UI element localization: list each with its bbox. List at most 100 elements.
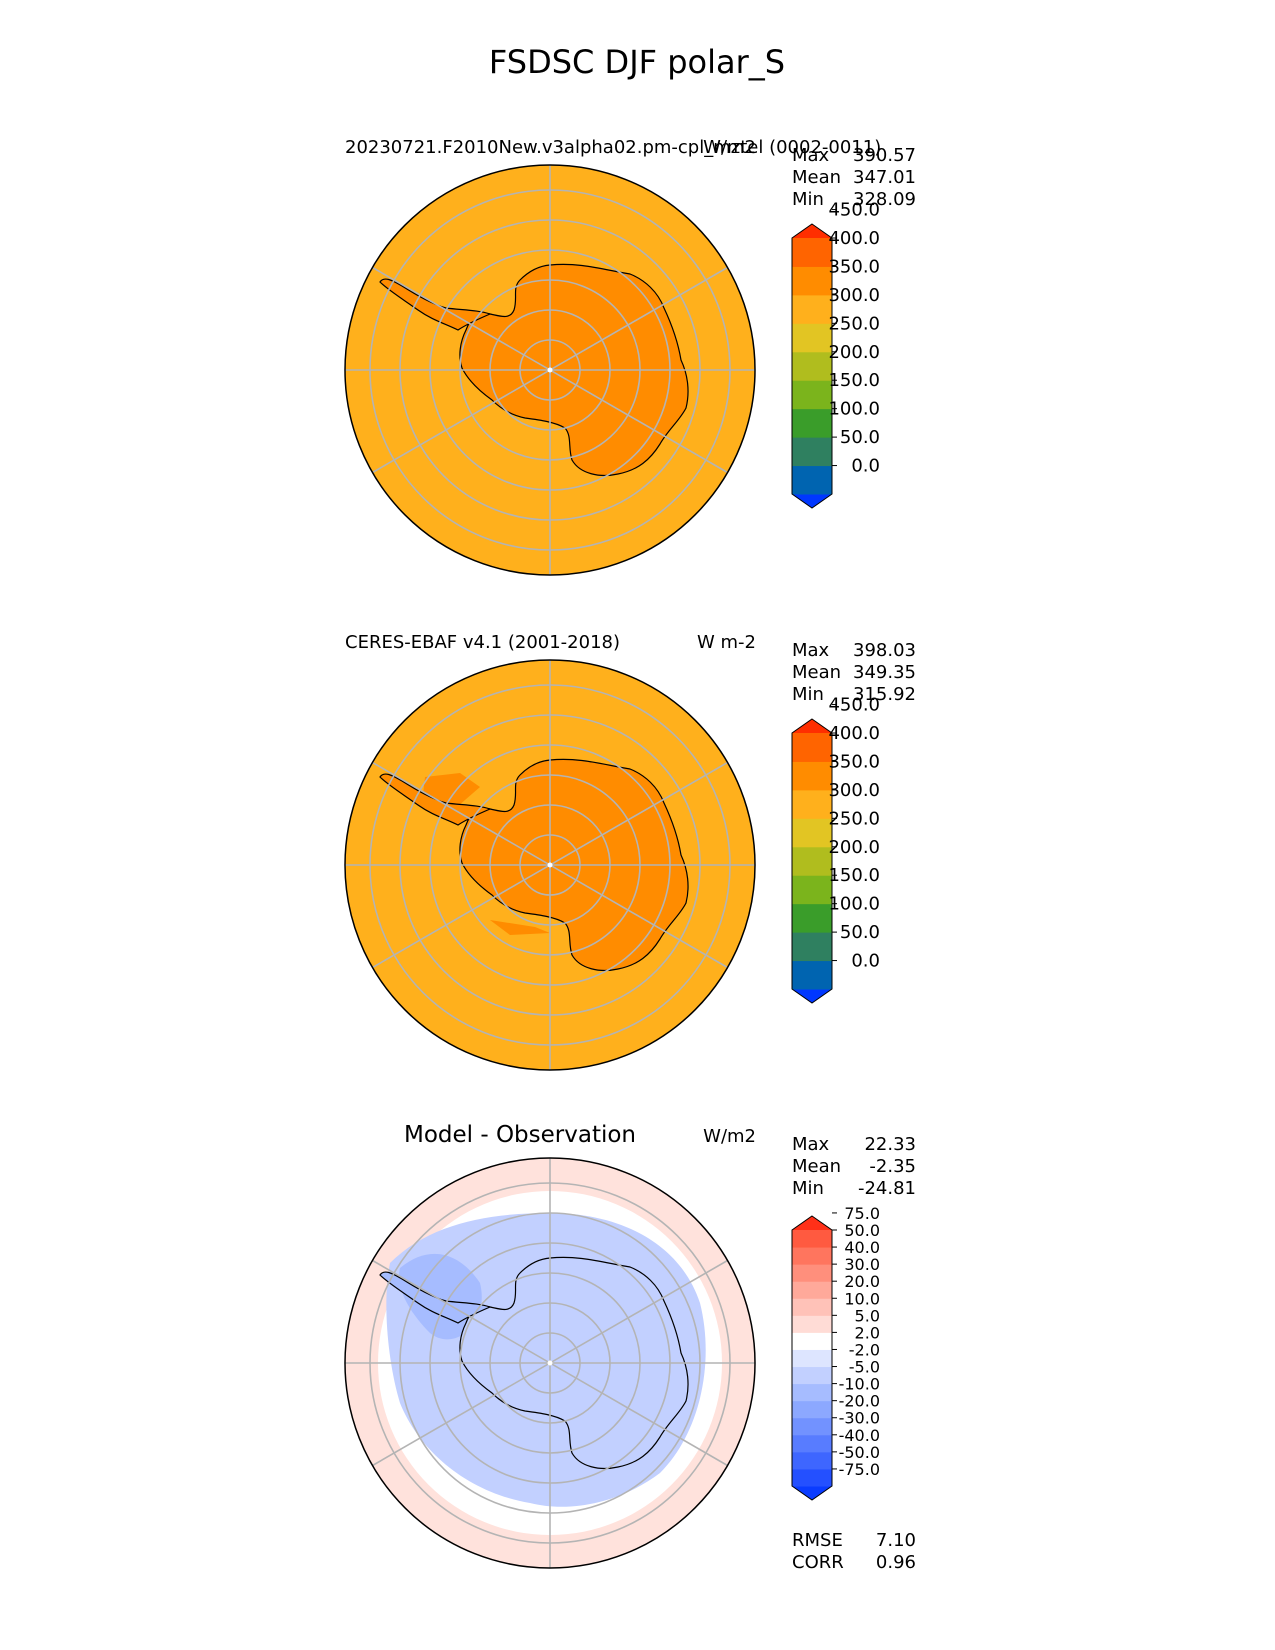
colorbar-segment bbox=[792, 1383, 832, 1402]
colorbar-tick-label: 300.0 bbox=[828, 780, 880, 801]
colorbar-extend-max bbox=[792, 719, 832, 733]
colorbar-tick-label: 250.0 bbox=[828, 313, 880, 334]
colorbar-segment bbox=[792, 1298, 832, 1316]
colorbar-tick-label: 200.0 bbox=[828, 837, 880, 858]
colorbar-segment bbox=[792, 1349, 832, 1368]
stat-mean-label: Mean bbox=[792, 167, 841, 188]
map-boundary bbox=[344, 659, 756, 1071]
colorbar-tick-label: 450.0 bbox=[828, 200, 880, 221]
stat-max-value: 22.33 bbox=[864, 1134, 916, 1155]
colorbar-segment bbox=[792, 875, 832, 905]
colorbar-tick-label: 50.0 bbox=[840, 427, 880, 448]
colorbar-tick-label: -2.0 bbox=[849, 1340, 880, 1359]
stat-min-value: 328.09 bbox=[853, 189, 916, 210]
colorbar-tick-label: 150.0 bbox=[828, 370, 880, 391]
colorbar-tick-label: 100.0 bbox=[828, 894, 880, 915]
colorbar-segment bbox=[792, 1315, 832, 1333]
colorbar-segment bbox=[792, 1247, 832, 1265]
colorbar-segment bbox=[792, 437, 832, 467]
figure-title: FSDSC DJF polar_S bbox=[489, 43, 785, 81]
colorbar-segment bbox=[792, 1264, 832, 1282]
colorbar-tick-label: 350.0 bbox=[828, 256, 880, 277]
colorbar-segment bbox=[792, 1468, 832, 1487]
colorbar-tick-label: 75.0 bbox=[844, 1204, 880, 1223]
colorbar-segment bbox=[792, 733, 832, 762]
rmse-label: RMSE bbox=[792, 1530, 843, 1551]
panel-model-stats: Max 390.57 Mean 347.01 Min 328.09 bbox=[792, 145, 916, 210]
stat-max-label: Max bbox=[792, 145, 830, 166]
colorbar-tick-label: 450.0 bbox=[828, 695, 880, 716]
stat-max-label: Max bbox=[792, 640, 830, 661]
colorbar-tick-label: 50.0 bbox=[840, 922, 880, 943]
colorbar-segment bbox=[792, 1332, 832, 1350]
colorbar-segment bbox=[792, 818, 832, 848]
panel-model: 20230721.F2010New.v3alpha02.pm-cpl_mztel… bbox=[344, 137, 916, 576]
panel-obs-left-title: CERES-EBAF v4.1 (2001-2018) bbox=[345, 632, 620, 653]
pole-marker bbox=[547, 367, 553, 373]
colorbar-tick-label: 300.0 bbox=[828, 285, 880, 306]
colorbar-segment bbox=[792, 846, 832, 876]
stat-mean-label: Mean bbox=[792, 1156, 841, 1177]
colorbar-segment bbox=[792, 351, 832, 381]
colorbar-tick-label: 50.0 bbox=[844, 1221, 880, 1240]
colorbar-segment bbox=[792, 380, 832, 410]
colorbar-tick-label: 40.0 bbox=[844, 1238, 880, 1257]
panel-model-units: W/m2 bbox=[703, 137, 756, 158]
colorbar-tick-label: 100.0 bbox=[828, 399, 880, 420]
colorbar-tick-label: 150.0 bbox=[828, 865, 880, 886]
panel-diff-map bbox=[344, 1157, 756, 1569]
colorbar-tick-label: 400.0 bbox=[828, 723, 880, 744]
colorbar-tick-label: 250.0 bbox=[828, 808, 880, 829]
colorbar-tick-label: -50.0 bbox=[839, 1443, 880, 1462]
panel-diff-stats: Max 22.33 Mean -2.35 Min -24.81 bbox=[792, 1134, 916, 1199]
colorbar-segment bbox=[792, 408, 832, 438]
corr-label: CORR bbox=[792, 1552, 844, 1573]
stat-mean-value: 347.01 bbox=[853, 167, 916, 188]
colorbar-segment bbox=[792, 903, 832, 933]
colorbar-tick-label: 350.0 bbox=[828, 751, 880, 772]
stat-min-value: 315.92 bbox=[853, 684, 916, 705]
stat-min-label: Min bbox=[792, 189, 824, 210]
corr-value: 0.96 bbox=[876, 1552, 916, 1573]
colorbar-tick-label: 400.0 bbox=[828, 228, 880, 249]
colorbar-tick-label: 0.0 bbox=[851, 951, 880, 972]
colorbar-tick-label: 0.0 bbox=[851, 456, 880, 477]
colorbar-segment bbox=[792, 1400, 832, 1419]
colorbar-segment bbox=[792, 1281, 832, 1299]
panel-diff-title: Model - Observation bbox=[404, 1122, 636, 1148]
colorbar-segment bbox=[792, 1434, 832, 1453]
stat-mean-label: Mean bbox=[792, 662, 841, 683]
pole-marker bbox=[547, 1360, 553, 1366]
colorbar-tick-label: -10.0 bbox=[839, 1375, 880, 1394]
colorbar-tick-label: 2.0 bbox=[855, 1323, 880, 1342]
panel-obs-map bbox=[344, 659, 756, 1071]
panel-model-left-title: 20230721.F2010New.v3alpha02.pm-cpl_mztel… bbox=[345, 137, 881, 158]
colorbar-tick-label: 20.0 bbox=[844, 1272, 880, 1291]
panel-obs-stats: Max 398.03 Mean 349.35 Min 315.92 bbox=[792, 640, 916, 705]
colorbar-tick-label: -20.0 bbox=[839, 1392, 880, 1411]
colorbar-segment bbox=[792, 465, 832, 495]
colorbar-extend-min bbox=[792, 989, 832, 1003]
colorbar-tick-label: 200.0 bbox=[828, 342, 880, 363]
colorbar-extend-min bbox=[792, 494, 832, 508]
stat-max-value: 390.57 bbox=[853, 145, 916, 166]
colorbar-tick-label: -40.0 bbox=[839, 1426, 880, 1445]
ross-sea-field bbox=[490, 920, 550, 935]
colorbar-segment bbox=[792, 932, 832, 962]
stat-min-value: -24.81 bbox=[858, 1178, 916, 1199]
colorbar-segment bbox=[792, 294, 832, 324]
colorbar-tick-label: 5.0 bbox=[855, 1306, 880, 1325]
colorbar-segment bbox=[792, 761, 832, 791]
colorbar-segment bbox=[792, 1417, 832, 1436]
colorbar-segment bbox=[792, 1230, 832, 1248]
panel-obs-colorbar: 0.0 50.0 100.0 150.0 200.0 250.0 300.0 350.0 400… bbox=[791, 695, 880, 1004]
stat-mean-value: -2.35 bbox=[869, 1156, 916, 1177]
colorbar-tick-label: -5.0 bbox=[849, 1358, 880, 1377]
stat-min-label: Min bbox=[792, 1178, 824, 1199]
colorbar-extend-max bbox=[792, 224, 832, 238]
colorbar-segment bbox=[792, 789, 832, 819]
map-boundary bbox=[344, 1157, 756, 1569]
colorbar-segment bbox=[792, 1451, 832, 1470]
stat-mean-value: 349.35 bbox=[853, 662, 916, 683]
